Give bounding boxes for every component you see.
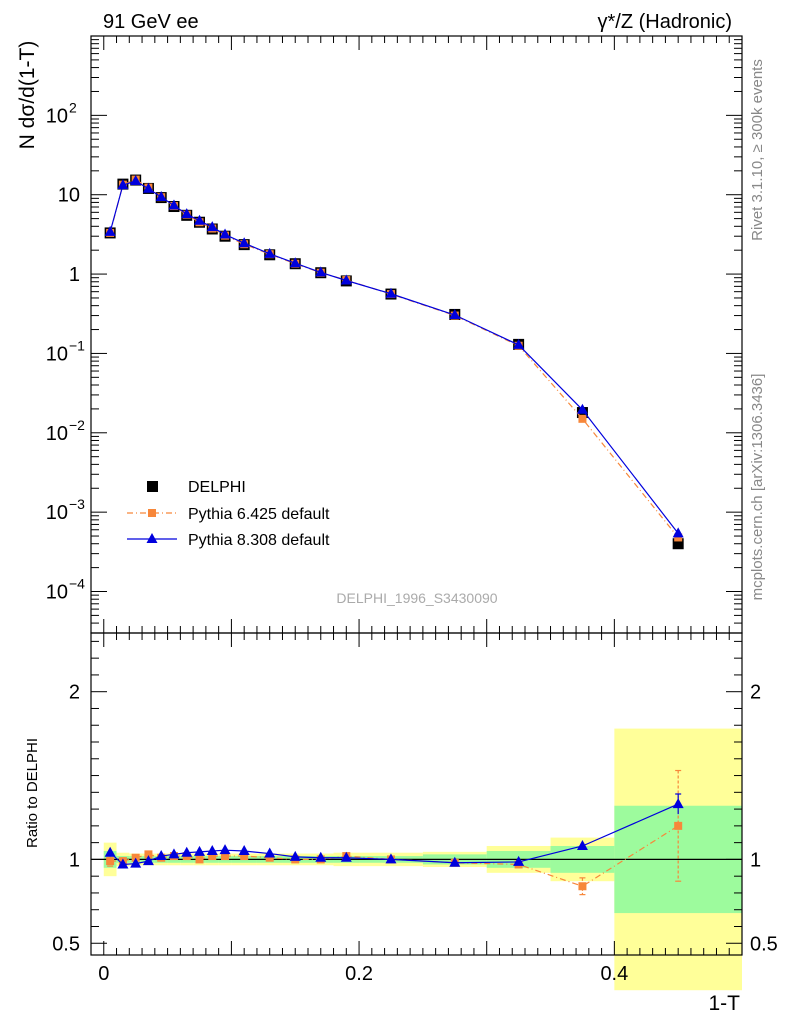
pythia8-ratio-point bbox=[206, 845, 218, 856]
pythia8-ratio-point bbox=[168, 848, 180, 859]
ratio-y-tick-label: 1 bbox=[69, 849, 80, 871]
pythia8-point bbox=[513, 338, 525, 349]
pythia8-point bbox=[117, 179, 129, 190]
y-tick-label: 10 bbox=[58, 185, 80, 207]
main-y-axis-title: N dσ/d(1-T) bbox=[16, 41, 39, 150]
x-tick-label: 0 bbox=[98, 963, 109, 985]
pythia8-ratio-point bbox=[264, 847, 276, 858]
header-left-label: 91 GeV ee bbox=[103, 11, 199, 33]
delphi-point bbox=[672, 538, 684, 550]
y-tick-label: 10 bbox=[46, 343, 68, 365]
pythia6-ratio-point bbox=[221, 852, 230, 861]
y-tick-exponent: −2 bbox=[69, 417, 85, 433]
y-tick-label: 10 bbox=[46, 582, 68, 604]
pythia8-point bbox=[289, 257, 301, 268]
pythia8-point bbox=[206, 221, 218, 232]
pythia8-point bbox=[130, 174, 142, 185]
pythia8-ratio-point bbox=[340, 851, 352, 862]
pythia8-point bbox=[219, 228, 231, 239]
y-tick-label: 10 bbox=[46, 502, 68, 524]
pythia8-ratio-point bbox=[513, 855, 525, 866]
pythia8-point bbox=[155, 191, 167, 202]
y-tick-exponent: −1 bbox=[69, 337, 85, 353]
pythia8-point bbox=[238, 237, 250, 248]
y-tick-exponent: 2 bbox=[69, 99, 77, 115]
analysis-watermark: DELPHI_1996_S3430090 bbox=[336, 590, 497, 606]
pythia6-ratio-point bbox=[195, 855, 204, 864]
pythia8-ratio-point bbox=[194, 845, 205, 856]
x-tick-label: 0.4 bbox=[600, 963, 628, 985]
pythia8-ratio-point bbox=[672, 798, 684, 809]
mcplots-label: mcplots.cern.ch [arXiv:1306.3436] bbox=[749, 374, 766, 601]
pythia8-point bbox=[194, 214, 205, 225]
header-right-label: γ*/Z (Hadronic) bbox=[598, 11, 732, 33]
pythia6-ratio-point bbox=[106, 857, 115, 866]
pythia6-point bbox=[578, 414, 587, 423]
y-tick-label: 1 bbox=[69, 264, 80, 286]
pythia8-point bbox=[315, 266, 327, 277]
pythia8-point bbox=[264, 247, 276, 258]
pythia8-ratio-point bbox=[219, 844, 231, 855]
pythia8-ratio-point bbox=[142, 855, 154, 866]
pythia6-ratio-point bbox=[208, 852, 217, 861]
ratio-y-tick-label: 2 bbox=[69, 682, 80, 704]
x-tick-label: 0.2 bbox=[345, 963, 373, 985]
pythia6-ratio-point bbox=[674, 821, 683, 830]
legend-marker-pythia8 bbox=[146, 533, 158, 543]
legend-label-pythia8: Pythia 8.308 default bbox=[188, 532, 330, 549]
pythia8-point bbox=[168, 199, 180, 210]
y-tick-label: 10 bbox=[46, 423, 68, 445]
pythia8-ratio-point bbox=[117, 858, 129, 869]
ratio-y-axis-title: Ratio to DELPHI bbox=[24, 738, 41, 848]
y-tick-exponent: −3 bbox=[69, 496, 85, 512]
pythia8-point bbox=[576, 403, 588, 414]
pythia8-point bbox=[449, 308, 461, 319]
pythia8-point bbox=[181, 208, 193, 219]
pythia8-ratio-point bbox=[449, 856, 461, 867]
legend-label-pythia6: Pythia 6.425 default bbox=[188, 506, 330, 523]
pythia8-ratio-point bbox=[104, 846, 116, 857]
ratio-y-tick-label-right: 1 bbox=[750, 849, 761, 871]
legend-marker-data bbox=[147, 481, 158, 492]
pythia8-ratio-point bbox=[289, 850, 301, 861]
pythia8-point bbox=[672, 527, 684, 538]
y-tick-label: 10 bbox=[46, 105, 68, 127]
pythia8-point bbox=[142, 182, 154, 193]
legend-marker-pythia6 bbox=[148, 509, 156, 517]
ratio-panel: 0 0.2 0.4 0.5 0.5 1 1 2 2 bbox=[52, 632, 778, 991]
pythia8-point bbox=[104, 225, 116, 236]
ratio-y-tick-label-right: 0.5 bbox=[750, 933, 778, 955]
pythia6-ratio-point bbox=[578, 882, 587, 891]
legend: DELPHI Pythia 6.425 default Pythia 8.308… bbox=[127, 479, 330, 549]
pythia8-ratio-point bbox=[155, 850, 167, 861]
y-tick-exponent: −4 bbox=[69, 576, 85, 592]
rivet-label: Rivet 3.1.10, ≥ 300k events bbox=[749, 59, 766, 241]
pythia8-point bbox=[340, 274, 352, 285]
pythia8-ratio-point bbox=[315, 851, 327, 862]
pythia6-ratio-point bbox=[265, 853, 274, 862]
x-axis-title: 1-T bbox=[709, 992, 741, 1015]
pythia6-point bbox=[674, 533, 683, 542]
pythia8-ratio-point bbox=[130, 857, 142, 868]
pythia8-ratio-point bbox=[238, 845, 250, 856]
ratio-frame bbox=[90, 632, 743, 956]
pythia8-ratio-point bbox=[576, 839, 588, 850]
pythia6-ratio-point bbox=[240, 852, 249, 861]
legend-label-data: DELPHI bbox=[188, 479, 246, 496]
pythia8-point bbox=[385, 287, 397, 298]
pythia6-ratio-point bbox=[144, 850, 153, 859]
ratio-y-tick-label-right: 2 bbox=[750, 682, 761, 704]
pythia8-ratio-point bbox=[385, 853, 397, 864]
pythia8-ratio-point bbox=[181, 846, 193, 857]
ratio-y-tick-label: 0.5 bbox=[52, 933, 80, 955]
